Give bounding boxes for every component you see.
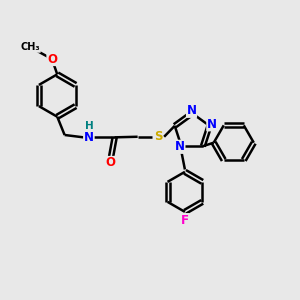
Text: O: O xyxy=(106,157,116,169)
Text: S: S xyxy=(154,130,163,143)
Text: CH₃: CH₃ xyxy=(21,42,40,52)
Text: N: N xyxy=(187,104,196,117)
Text: N: N xyxy=(84,131,94,144)
Text: N: N xyxy=(207,118,217,131)
Text: H: H xyxy=(85,121,94,131)
Text: F: F xyxy=(181,214,189,226)
Text: N: N xyxy=(175,140,185,153)
Text: O: O xyxy=(47,52,57,65)
